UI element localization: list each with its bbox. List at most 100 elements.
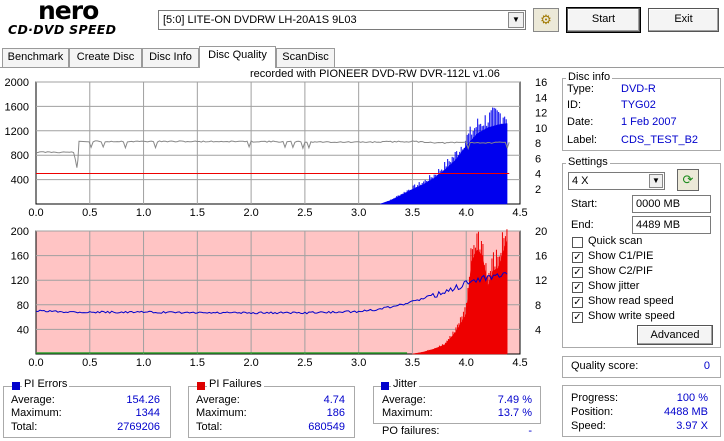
tab-scandisc[interactable]: ScanDisc	[276, 48, 335, 67]
refresh-drive-button[interactable]: ⚙	[533, 8, 559, 32]
start-label: Start:	[571, 198, 598, 210]
tab-divider	[0, 67, 724, 68]
pif-chart-y2-tick-label: 12	[535, 275, 547, 287]
jitter-title: Jitter	[391, 378, 419, 390]
start-input[interactable]: 0000 MB	[632, 195, 711, 213]
disc-info-title: Disc info	[566, 71, 613, 83]
exit-button[interactable]: Exit	[648, 8, 719, 32]
pie-chart-x-tick-label: 3.0	[351, 207, 366, 219]
tab-disc-info[interactable]: Disc Info	[142, 48, 199, 67]
pif-chart-jitter-line	[35, 271, 508, 315]
quality-score-box	[562, 356, 721, 378]
tab-benchmark[interactable]: Benchmark	[2, 48, 69, 67]
advanced-button[interactable]: Advanced	[637, 325, 713, 345]
pie-chart-y2-tick-label: 16	[535, 77, 547, 89]
type-label: Type:	[567, 83, 594, 95]
pif-chart-y2-tick-label: 16	[535, 251, 547, 263]
end-input[interactable]: 4489 MB	[632, 216, 711, 234]
pie-chart-y-tick-label: 1200	[5, 126, 29, 138]
show-c1-pie-checkbox[interactable]: ✓	[572, 252, 583, 263]
pif-chart-y-tick-label: 40	[17, 324, 29, 336]
pi-errors-group	[3, 386, 171, 438]
quick-scan-checkbox[interactable]	[572, 237, 583, 248]
jitter-maximum: 13.7 %	[497, 407, 532, 419]
end-label: End:	[571, 219, 594, 231]
pie-chart-x-tick-label: 1.0	[136, 207, 151, 219]
quality-score-value: 0	[703, 360, 710, 372]
show-c1-pie-label: Show C1/PIE	[588, 250, 654, 262]
pie-chart-y-tick-label: 1600	[5, 101, 29, 113]
show-jitter-label: Show jitter	[588, 280, 640, 292]
jitter-average-label: Average:	[382, 394, 426, 406]
progress-box	[562, 385, 721, 437]
pi-failures-total-label: Total:	[196, 421, 223, 433]
pie-chart-read-speed-line	[35, 140, 510, 168]
chevron-down-icon[interactable]: ▼	[649, 174, 663, 188]
refresh-icon: ⟳	[682, 172, 694, 187]
show-jitter-checkbox[interactable]: ✓	[572, 282, 583, 293]
pif-chart-y2-tick-label: 4	[535, 324, 541, 336]
show-write-speed-checkbox[interactable]: ✓	[572, 312, 583, 323]
pif-chart-y-tick-label: 120	[11, 275, 29, 287]
pi-failures-maximum-label: Maximum:	[196, 407, 247, 419]
progress-label: Progress:	[571, 392, 619, 404]
tab-disc-quality[interactable]: Disc Quality	[199, 46, 276, 68]
pif-chart-x-tick-label: 2.5	[297, 357, 312, 369]
settings-title: Settings	[566, 156, 610, 168]
pif-chart-x-tick-label: 4.5	[512, 357, 527, 369]
pi-errors-total-label: Total:	[11, 421, 38, 433]
pif-chart-y2-tick-label: 8	[535, 300, 541, 312]
speed-select-value: 4 X	[572, 175, 589, 187]
jitter-average: 7.49 %	[497, 394, 532, 406]
pif-chart-x-tick-label: 0.5	[82, 357, 97, 369]
position-label: Position:	[571, 406, 614, 418]
pif-chart-x-tick-label: 1.5	[190, 357, 205, 369]
pi-failures-average-label: Average:	[196, 394, 240, 406]
show-c2-pif-checkbox[interactable]: ✓	[572, 267, 583, 278]
show-read-speed-checkbox[interactable]: ✓	[572, 297, 583, 308]
pie-chart-x-tick-label: 3.5	[405, 207, 420, 219]
id-value: TYG02	[621, 99, 656, 111]
cd-dvd-speed-logo: CD·DVD SPEED	[8, 22, 117, 37]
show-read-speed-label: Show read speed	[588, 295, 674, 307]
pif-chart-x-tick-label: 2.0	[243, 357, 258, 369]
id-label: ID:	[567, 99, 582, 111]
drive-select[interactable]: [5:0] LITE-ON DVDRW LH-20A1S 9L03 ▼	[158, 10, 526, 30]
pi-failures-title: PI Failures	[207, 378, 264, 390]
drive-refresh-icon: ⚙	[540, 12, 552, 27]
tab-create-disc[interactable]: Create Disc	[69, 48, 142, 67]
speed-label: Speed:	[571, 420, 606, 432]
quality-score-label: Quality score:	[571, 360, 639, 372]
show-write-speed-label: Show write speed	[588, 310, 675, 322]
label-label: Label:	[567, 134, 597, 146]
pie-chart-y-tick-label: 400	[11, 175, 29, 187]
date-value: 1 Feb 2007	[621, 116, 677, 128]
po-failures-label: PO failures:	[382, 425, 440, 437]
pie-chart-y2-tick-label: 4	[535, 169, 541, 181]
pie-chart-x-tick-label: 0.5	[82, 207, 97, 219]
pif-chart-y-tick-label: 160	[11, 251, 29, 263]
pif-chart-x-tick-label: 1.0	[136, 357, 151, 369]
pie-chart-y-tick-label: 800	[11, 150, 29, 162]
pie-chart-y2-tick-label: 12	[535, 108, 547, 120]
nero-logo: nero	[38, 0, 99, 25]
pif-chart-y-tick-label: 80	[17, 300, 29, 312]
pif-chart-x-tick-label: 3.0	[351, 357, 366, 369]
show-c2-pif-label: Show C2/PIF	[588, 265, 653, 277]
recorded-with-label: recorded with PIONEER DVD-RW DVR-112L v1…	[250, 68, 500, 80]
refresh-speed-button[interactable]: ⟳	[677, 169, 699, 191]
type-value: DVD-R	[621, 83, 656, 95]
jitter-legend-swatch	[381, 382, 389, 390]
pie-chart-y2-tick-label: 14	[535, 92, 547, 104]
pie-chart-x-tick-label: 0.0	[28, 207, 43, 219]
chevron-down-icon[interactable]: ▼	[508, 12, 524, 28]
pie-chart-x-tick-label: 2.5	[297, 207, 312, 219]
jitter-group	[373, 386, 541, 424]
pi-errors-total: 2769206	[117, 421, 160, 433]
pie-chart-x-tick-label: 2.0	[243, 207, 258, 219]
pie-chart-x-tick-label: 4.5	[512, 207, 527, 219]
pi-errors-title: PI Errors	[22, 378, 70, 390]
start-button[interactable]: Start	[566, 7, 641, 33]
speed-select[interactable]: 4 X ▼	[568, 172, 665, 190]
quick-scan-label: Quick scan	[588, 235, 643, 247]
